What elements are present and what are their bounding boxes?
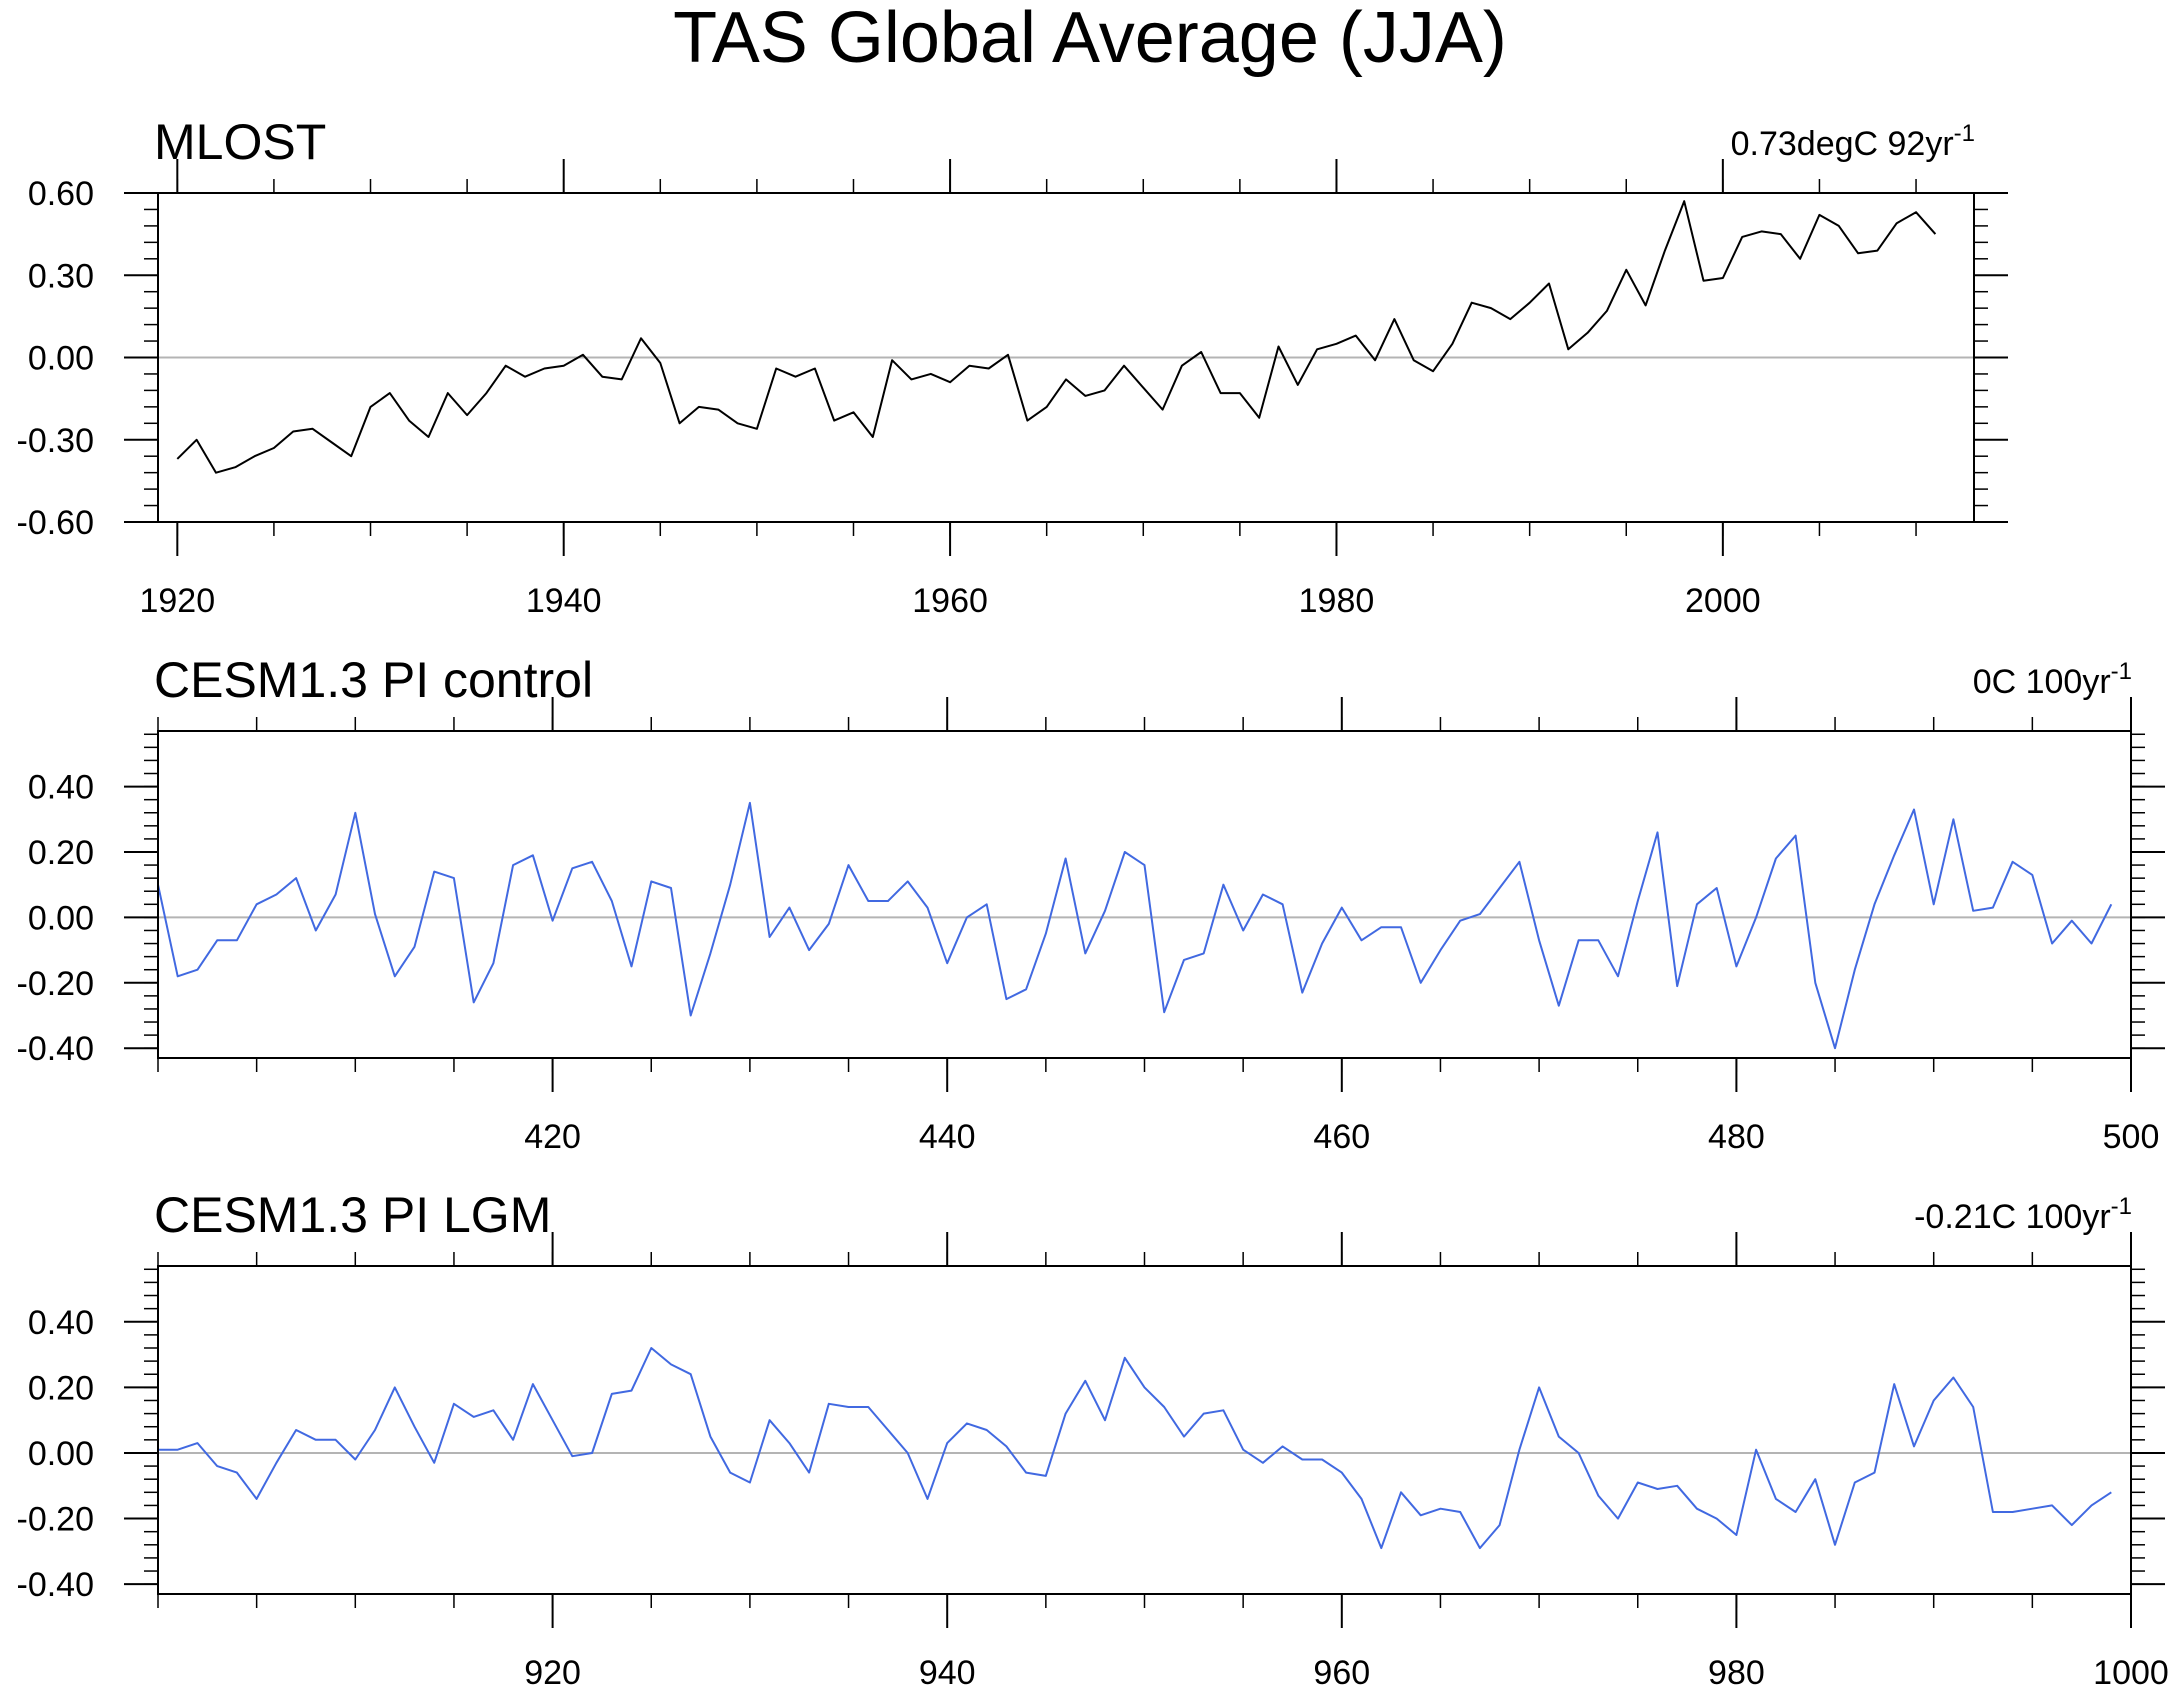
plot-frame [157,1265,2132,1595]
series-line [158,1347,2112,1550]
y-tick-label: 0.00 [28,1435,94,1473]
y-tick-label: -0.40 [17,1566,95,1604]
panel-title: CESM1.3 PI control [154,652,593,708]
y-tick-label: 0.00 [28,899,94,937]
x-tick-label: 440 [919,1118,976,1156]
y-tick-label: 0.20 [28,834,94,872]
y-tick-label: -0.20 [17,1501,95,1539]
x-tick-label: 1940 [526,582,602,620]
y-tick-label: -0.60 [17,504,95,542]
x-tick-label: 480 [1708,1118,1765,1156]
x-tick-label: 1920 [139,582,215,620]
plot-frame [157,730,2132,1059]
y-tick-label: 0.40 [28,769,94,807]
panel-title: CESM1.3 PI LGM [154,1187,551,1243]
x-tick-label: 960 [1313,1654,1370,1692]
x-tick-label: 420 [524,1118,581,1156]
trend-annotation: 0.73degC 92yr-1 [1731,120,1975,163]
x-tick-label: 920 [524,1654,581,1692]
panel-title: MLOST [154,114,326,170]
x-tick-label: 2000 [1685,582,1761,620]
y-tick-label: 0.60 [28,175,94,213]
y-tick-label: 0.30 [28,257,94,295]
y-tick-label: 0.40 [28,1304,94,1342]
series-line [157,801,2113,1050]
x-tick-label: 1000 [2093,1654,2169,1692]
trend-annotation: 0C 100yr-1 [1973,658,2132,701]
panel-mlost: MLOST 0.73degC 92yr-1 0.60 0.30 0.00 -0.30 -0.… [17,114,2008,620]
panel-cesm-pi-lgm: CESM1.3 PI LGM -0.21C 100yr-1 0.40 0.20 0.00… [17,1187,2169,1692]
series-line [176,200,1937,474]
plot-frame [157,192,1975,523]
panel-cesm-pi-control: CESM1.3 PI control 0C 100yr-1 0.40 0.20 0.00… [17,652,2165,1156]
x-tick-label: 500 [2103,1118,2160,1156]
trend-annotation: -0.21C 100yr-1 [1914,1193,2132,1236]
y-tick-label: -0.40 [17,1030,95,1068]
y-tick-label: -0.20 [17,965,95,1003]
x-tick-label: 980 [1708,1654,1765,1692]
x-tick-label: 1980 [1299,582,1375,620]
x-tick-label: 940 [919,1654,976,1692]
y-tick-label: 0.00 [28,340,94,378]
x-tick-label: 460 [1313,1118,1370,1156]
figure-title: TAS Global Average (JJA) [673,0,1507,78]
y-tick-label: -0.30 [17,422,95,460]
y-tick-label: 0.20 [28,1369,94,1407]
x-tick-label: 1960 [912,582,988,620]
